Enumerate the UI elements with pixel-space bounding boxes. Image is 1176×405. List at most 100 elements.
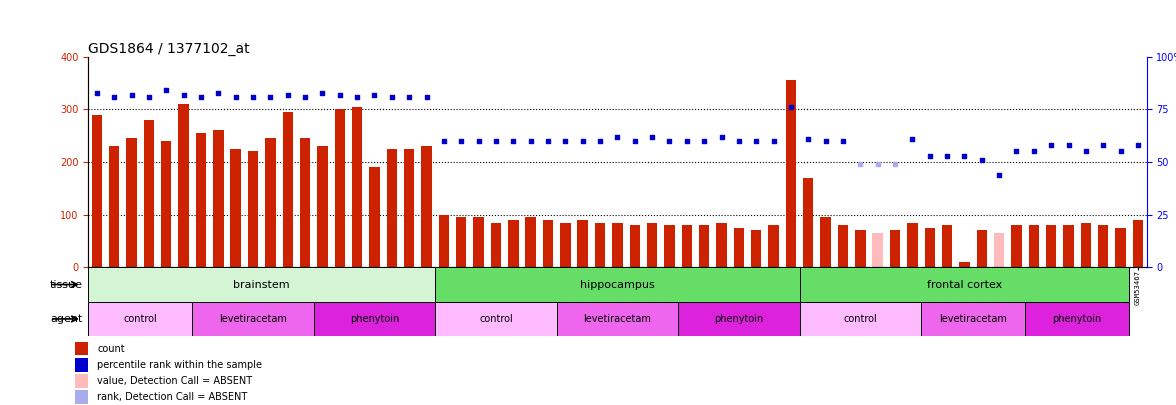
Bar	[435, 302, 556, 336]
Bar	[734, 228, 744, 267]
Point	[313, 89, 332, 96]
Bar	[890, 230, 900, 267]
Bar	[942, 225, 953, 267]
Bar	[768, 225, 779, 267]
Point	[348, 94, 367, 100]
Point	[608, 134, 627, 140]
Bar	[143, 120, 154, 267]
Bar	[873, 233, 883, 267]
Point	[764, 138, 783, 144]
Point	[626, 138, 644, 144]
Point	[382, 94, 401, 100]
Point	[713, 134, 731, 140]
Text: value, Detection Call = ABSENT: value, Detection Call = ABSENT	[98, 376, 253, 386]
Point	[937, 152, 956, 159]
Point	[1060, 142, 1078, 148]
Text: GDS1864 / 1377102_at: GDS1864 / 1377102_at	[88, 42, 249, 55]
Point	[677, 138, 696, 144]
Point	[851, 161, 870, 167]
Bar	[613, 223, 622, 267]
Bar	[682, 225, 691, 267]
Bar	[1132, 220, 1143, 267]
Point	[261, 94, 280, 100]
Text: levetiracetam: levetiracetam	[583, 314, 652, 324]
Point	[226, 94, 245, 100]
Point	[243, 94, 262, 100]
Point	[105, 94, 123, 100]
Bar	[560, 223, 570, 267]
Point	[469, 138, 488, 144]
Bar	[699, 225, 709, 267]
Point	[365, 92, 383, 98]
Text: control: control	[843, 314, 877, 324]
Point	[660, 138, 679, 144]
Bar	[439, 215, 449, 267]
Bar	[435, 267, 800, 302]
Point	[521, 138, 540, 144]
Point	[903, 136, 922, 142]
Point	[330, 92, 349, 98]
Bar	[629, 225, 640, 267]
Text: phenytoin: phenytoin	[350, 314, 399, 324]
Bar	[421, 146, 432, 267]
Point	[400, 94, 419, 100]
Bar	[855, 230, 866, 267]
Bar	[88, 302, 193, 336]
Bar	[837, 225, 848, 267]
Bar	[248, 151, 259, 267]
Bar	[1063, 225, 1074, 267]
Bar	[490, 223, 501, 267]
Bar	[474, 217, 483, 267]
Bar	[230, 149, 241, 267]
Bar	[543, 220, 553, 267]
Point	[729, 138, 748, 144]
Point	[782, 104, 801, 111]
Text: rank, Detection Call = ABSENT: rank, Detection Call = ABSENT	[98, 392, 247, 402]
Bar	[161, 141, 172, 267]
Bar	[976, 230, 987, 267]
Point	[1042, 142, 1061, 148]
Bar	[1098, 225, 1109, 267]
Bar	[800, 267, 1129, 302]
Point	[921, 152, 940, 159]
Bar	[924, 228, 935, 267]
Point	[503, 138, 522, 144]
Text: control: control	[479, 314, 513, 324]
Point	[886, 161, 904, 167]
Bar	[300, 139, 310, 267]
Text: count: count	[98, 343, 125, 354]
Bar	[75, 374, 88, 388]
Bar	[1011, 225, 1022, 267]
Bar	[213, 130, 223, 267]
Point	[799, 136, 817, 142]
Text: frontal cortex: frontal cortex	[927, 279, 1002, 290]
Bar	[126, 139, 136, 267]
Bar	[109, 146, 120, 267]
Point	[816, 138, 835, 144]
Bar	[664, 225, 675, 267]
Bar	[907, 223, 917, 267]
Text: percentile rank within the sample: percentile rank within the sample	[98, 360, 262, 370]
Bar	[456, 217, 467, 267]
Bar	[994, 233, 1004, 267]
Text: phenytoin: phenytoin	[1053, 314, 1102, 324]
Point	[192, 94, 211, 100]
Point	[539, 138, 557, 144]
Point	[573, 138, 592, 144]
Point	[1111, 148, 1130, 155]
Bar	[318, 146, 328, 267]
Point	[1129, 142, 1148, 148]
Bar	[265, 139, 275, 267]
Point	[122, 92, 141, 98]
Point	[279, 92, 298, 98]
Point	[434, 138, 453, 144]
Bar	[1115, 228, 1125, 267]
Point	[1094, 142, 1112, 148]
Point	[1007, 148, 1025, 155]
Point	[174, 92, 193, 98]
Bar	[369, 167, 380, 267]
Point	[590, 138, 609, 144]
Bar	[577, 220, 588, 267]
Text: agent: agent	[49, 314, 82, 324]
Bar	[803, 178, 814, 267]
